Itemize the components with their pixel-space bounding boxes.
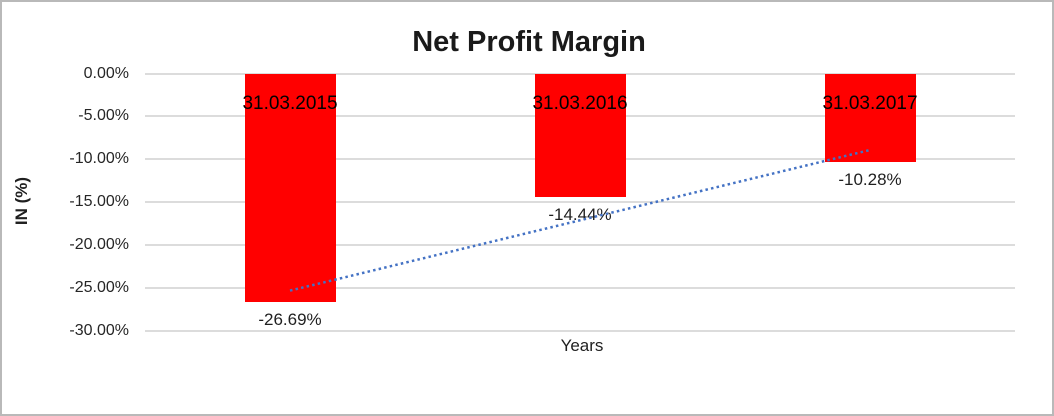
- y-tick-label: -10.00%: [69, 150, 129, 168]
- gridline: [145, 329, 1015, 332]
- y-tick-label: -20.00%: [69, 235, 129, 253]
- y-tick-label: -25.00%: [69, 278, 129, 296]
- x-axis-title: Years: [560, 336, 604, 355]
- y-tick-label: -5.00%: [78, 107, 129, 125]
- category-label: 31.03.2015: [242, 93, 338, 114]
- category-label: 31.03.2016: [532, 93, 628, 114]
- bar: [824, 73, 916, 162]
- y-tick-label: 0.00%: [83, 64, 129, 82]
- value-label: -10.28%: [838, 169, 902, 189]
- category-label: 31.03.2017: [822, 93, 918, 114]
- y-tick-label: -30.00%: [69, 321, 129, 339]
- value-label: -14.44%: [548, 205, 612, 225]
- chart-title: Net Profit Margin: [412, 26, 646, 58]
- value-label: -26.69%: [258, 310, 322, 330]
- y-tick-label: -15.00%: [69, 193, 129, 210]
